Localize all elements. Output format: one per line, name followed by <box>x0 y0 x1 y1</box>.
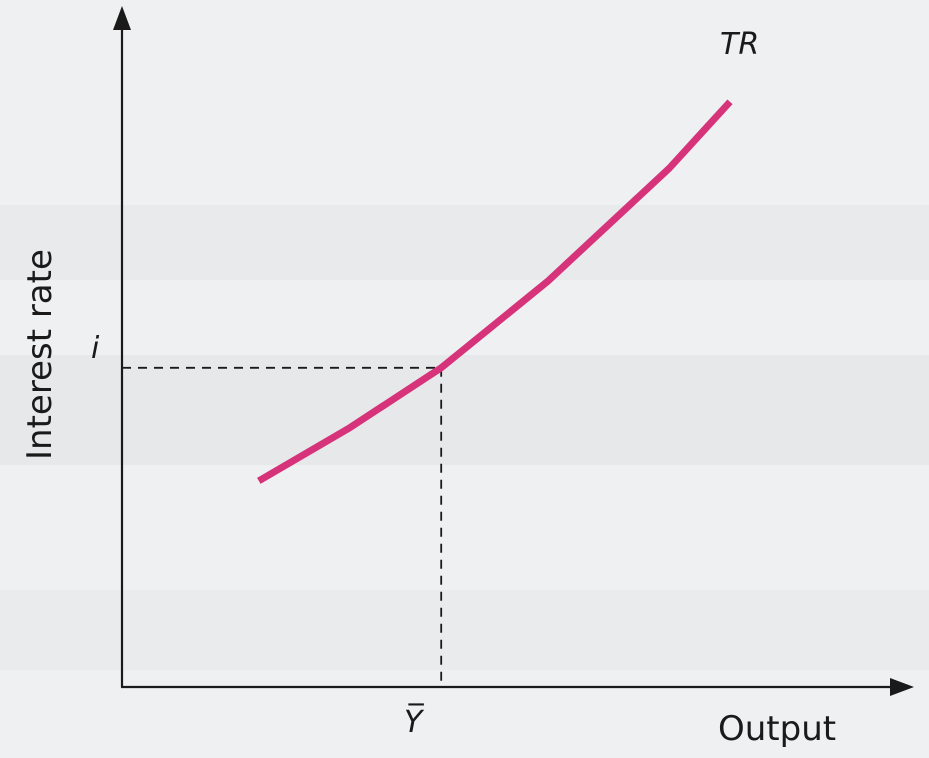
tr-curve-series-line <box>257 99 733 484</box>
y-axis-label: Interest rate <box>20 249 60 460</box>
x-tick-label-y-bar: Y̅ <box>404 703 425 740</box>
y-axis-arrow <box>113 6 131 30</box>
series-label-tr: TR <box>720 27 759 62</box>
x-axis-arrow <box>890 678 914 696</box>
axes <box>113 6 914 696</box>
y-tick-label-i: i <box>91 331 100 366</box>
x-axis-label: Output <box>718 709 836 749</box>
